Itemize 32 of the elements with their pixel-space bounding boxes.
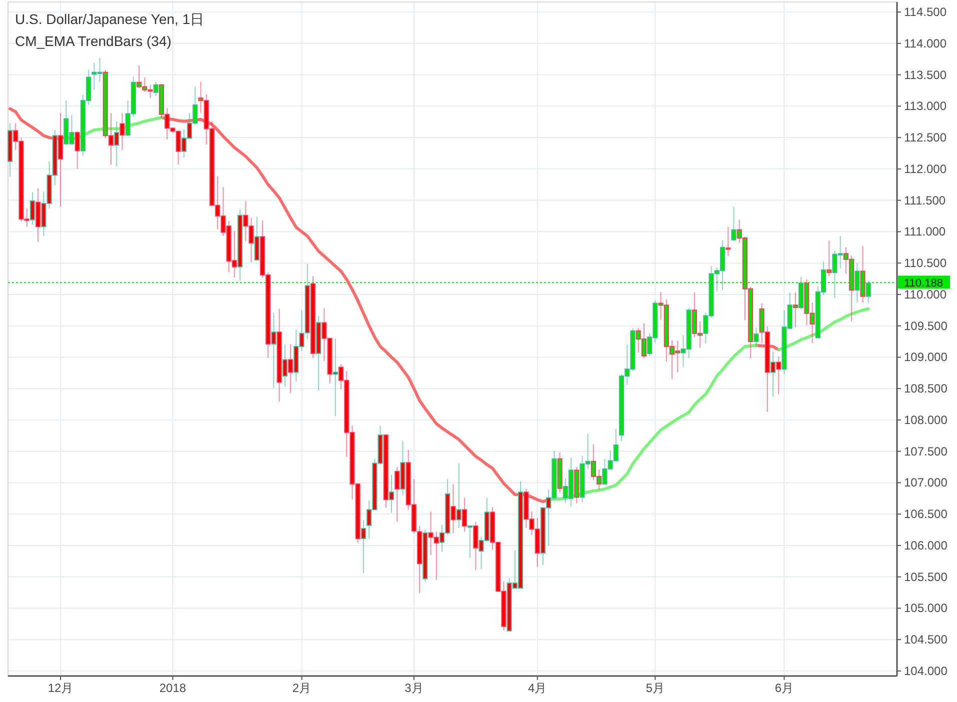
- ytick: 109.000: [904, 350, 948, 364]
- ytick: 108.500: [904, 382, 948, 396]
- ytick: 112.500: [904, 130, 946, 145]
- xtick: 6月: [774, 681, 794, 695]
- ytick: 110.500: [904, 256, 946, 270]
- ytick: 112.000: [904, 162, 946, 176]
- ytick: 111.500: [904, 193, 946, 208]
- xtick: 3月: [404, 681, 424, 695]
- xtick: 4月: [528, 681, 547, 695]
- xtick: 2018: [159, 681, 186, 695]
- ytick: 109.500: [904, 318, 948, 333]
- ytick: 104.500: [904, 632, 948, 647]
- title: U.S. Dollar/Japanese Yen, 1日: [15, 11, 204, 27]
- ytick: 110.000: [904, 287, 946, 302]
- ytick: 108.000: [904, 412, 948, 427]
- ytick: 113.500: [904, 68, 946, 82]
- ytick: 104.000: [904, 664, 948, 678]
- ref-label: 110.188: [904, 278, 943, 290]
- ytick: 106.500: [904, 507, 948, 522]
- ytick: 114.500: [904, 5, 946, 20]
- ytick: 114.000: [904, 36, 946, 50]
- ytick: 113.000: [904, 99, 946, 114]
- xtick: 5月: [646, 681, 665, 695]
- ytick: 105.000: [904, 601, 948, 616]
- ytick: 107.500: [904, 444, 948, 458]
- annotation: CM_EMA TrendBars (34): [15, 33, 172, 49]
- ytick: 106.000: [904, 538, 948, 552]
- xtick: 12月: [48, 681, 74, 695]
- ytick: 107.000: [904, 476, 948, 490]
- xtick: 2月: [292, 681, 312, 695]
- ytick: 111.000: [904, 224, 946, 239]
- ytick: 105.500: [904, 570, 948, 584]
